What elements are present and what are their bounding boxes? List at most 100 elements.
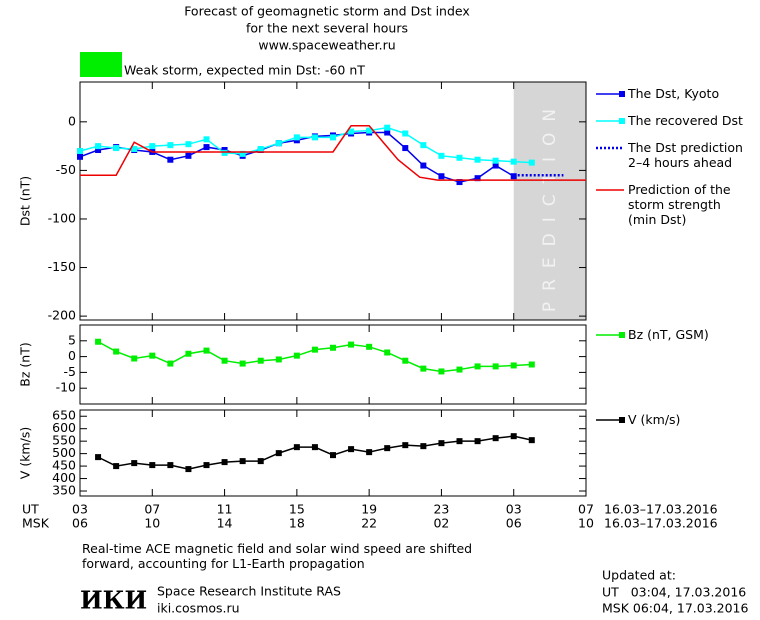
marker xyxy=(257,357,264,364)
series-line xyxy=(97,435,532,470)
footer-note: Real-time ACE magnetic field and solar w… xyxy=(82,541,473,571)
marker xyxy=(492,157,499,164)
marker xyxy=(456,154,463,161)
marker xyxy=(438,173,445,180)
x-tick-label: 15 xyxy=(289,502,305,517)
marker xyxy=(438,440,445,447)
marker xyxy=(456,438,463,445)
marker xyxy=(456,179,463,186)
x-tick-label: 03 xyxy=(506,502,522,517)
x-tick-label-msk: 10 xyxy=(578,516,594,531)
legend-label: The recovered Dst xyxy=(628,113,743,128)
marker xyxy=(167,462,174,469)
x-tick-label-msk: 02 xyxy=(433,516,449,531)
x-tick-label: 07 xyxy=(144,502,160,517)
y-tick-label: 650 xyxy=(52,408,76,423)
marker xyxy=(113,145,120,152)
marker xyxy=(239,458,246,465)
series-line xyxy=(97,341,532,373)
x-tick-label-msk: 22 xyxy=(361,516,377,531)
updated-title: Updated at: xyxy=(602,568,676,583)
marker xyxy=(149,352,156,359)
marker xyxy=(384,129,391,136)
marker xyxy=(113,463,120,470)
legend-marker xyxy=(619,332,625,338)
y-tick-label: -50 xyxy=(56,162,76,177)
marker xyxy=(77,147,83,154)
marker xyxy=(203,462,210,469)
marker xyxy=(510,158,517,165)
marker xyxy=(95,147,102,153)
y-tick-label: 0 xyxy=(68,113,76,128)
marker xyxy=(203,347,210,354)
marker xyxy=(384,349,391,356)
x-tick-label: 19 xyxy=(361,502,377,517)
logo: ИКИ xyxy=(80,586,147,615)
marker xyxy=(366,127,373,134)
y-tick-label: -150 xyxy=(48,259,76,274)
marker xyxy=(528,361,535,368)
marker xyxy=(203,144,210,151)
marker xyxy=(438,368,445,375)
y-tick-label: 400 xyxy=(52,470,76,485)
marker xyxy=(420,443,427,450)
y-axis-label: Dst (nT) xyxy=(18,176,33,226)
marker xyxy=(348,341,355,348)
legend-label: The Dst, Kyoto xyxy=(628,86,720,101)
marker xyxy=(239,360,246,367)
marker xyxy=(293,444,300,451)
marker xyxy=(275,450,282,457)
marker xyxy=(330,344,336,351)
y-tick-label: 350 xyxy=(52,483,76,498)
legend-label: Bz (nT, GSM) xyxy=(628,327,709,342)
marker xyxy=(492,162,499,169)
y-tick-label: 550 xyxy=(52,433,76,448)
y-tick-label: 450 xyxy=(52,458,76,473)
marker xyxy=(420,162,427,169)
marker xyxy=(95,338,102,345)
marker xyxy=(492,435,499,442)
title: for the next several hours xyxy=(246,21,408,36)
prediction-region xyxy=(513,82,586,320)
marker xyxy=(131,460,138,467)
legend-marker xyxy=(619,417,625,423)
marker xyxy=(402,130,409,137)
marker xyxy=(95,143,102,150)
marker xyxy=(131,355,138,362)
marker xyxy=(510,433,517,440)
marker xyxy=(330,452,336,459)
marker xyxy=(257,458,264,465)
marker xyxy=(275,140,282,147)
marker xyxy=(456,366,463,373)
marker xyxy=(474,156,481,163)
x-tick-label-msk: 06 xyxy=(506,516,522,531)
plot-frame xyxy=(79,409,587,497)
marker xyxy=(402,145,409,152)
plot-frame xyxy=(79,81,587,321)
marker xyxy=(330,134,336,141)
marker xyxy=(221,459,228,466)
marker xyxy=(492,363,499,370)
ut-title: UT xyxy=(22,502,39,517)
marker xyxy=(149,462,156,469)
x-tick-label: 23 xyxy=(433,502,449,517)
marker xyxy=(348,128,355,135)
y-tick-label: -10 xyxy=(56,380,76,395)
marker xyxy=(384,445,391,452)
marker xyxy=(366,449,373,456)
marker xyxy=(311,134,318,141)
marker xyxy=(239,150,246,157)
prediction-label: PREDICTION xyxy=(540,98,560,312)
marker xyxy=(257,146,264,153)
marker xyxy=(203,136,210,143)
msk-title: MSK xyxy=(22,516,50,531)
marker xyxy=(420,142,427,149)
marker xyxy=(167,156,174,163)
x-tick-label-msk: 14 xyxy=(217,516,233,531)
marker xyxy=(474,175,481,182)
updated-ut: UT 03:04, 17.03.2016 xyxy=(602,585,746,600)
x-tick-label: 03 xyxy=(72,502,88,517)
legend-label: Prediction of the storm strength (min Ds… xyxy=(628,182,731,227)
marker xyxy=(149,143,156,150)
marker xyxy=(185,152,192,159)
